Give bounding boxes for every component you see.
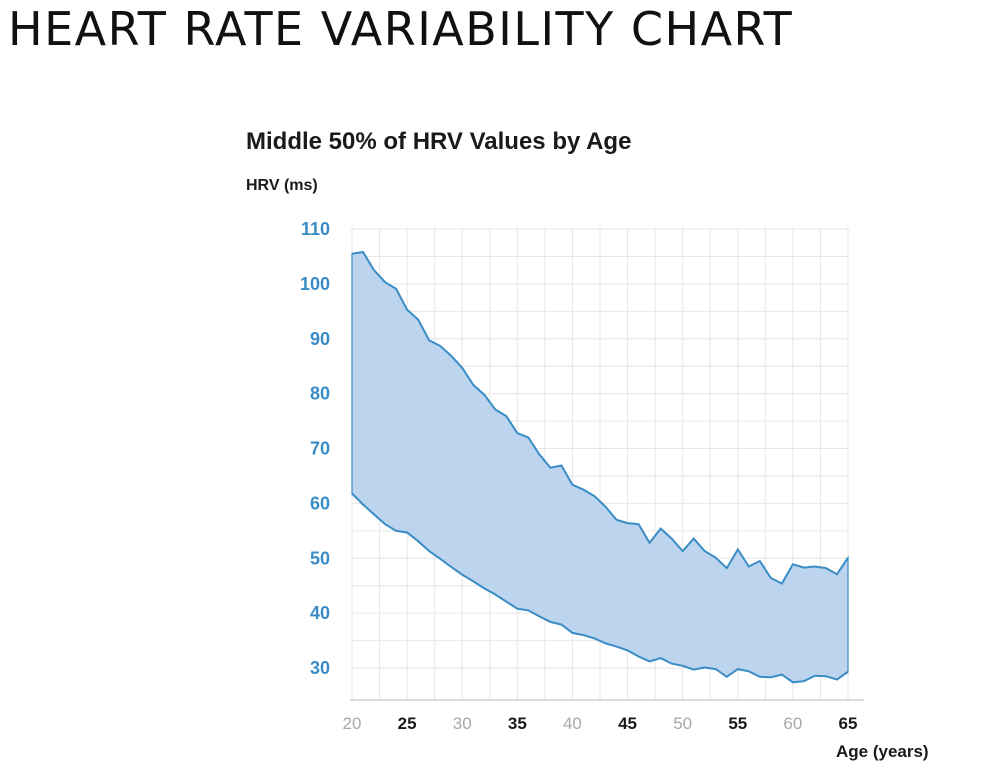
y-tick-label: 110 (301, 219, 330, 239)
lower-quartile-line (351, 492, 849, 684)
y-tick-label: 80 (310, 384, 330, 404)
page-heading: HEART RATE VARIABILITY CHART (8, 2, 794, 56)
upper-quartile-line (351, 250, 849, 585)
x-tick-label: 50 (673, 714, 692, 733)
x-tick-label: 20 (343, 714, 362, 733)
chart-title: Middle 50% of HRV Values by Age (246, 128, 632, 155)
y-tick-label: 40 (310, 603, 330, 623)
x-tick-label: 25 (398, 714, 417, 733)
x-tick-label: 55 (728, 714, 747, 733)
y-tick-label: 60 (310, 493, 330, 513)
y-tick-label: 30 (310, 658, 330, 678)
x-tick-label: 40 (563, 714, 582, 733)
x-axis-label: Age (years) (836, 742, 929, 761)
x-tick-label: 65 (839, 714, 858, 733)
x-tick-label: 45 (618, 714, 637, 733)
y-tick-label: 90 (310, 329, 330, 349)
x-tick-label: 60 (783, 714, 802, 733)
y-axis-label: HRV (ms) (246, 177, 318, 194)
y-tick-label: 100 (300, 274, 330, 294)
y-tick-label: 70 (310, 439, 330, 459)
y-tick-label: 50 (310, 548, 330, 568)
x-tick-label: 35 (508, 714, 527, 733)
x-tick-label: 30 (453, 714, 472, 733)
